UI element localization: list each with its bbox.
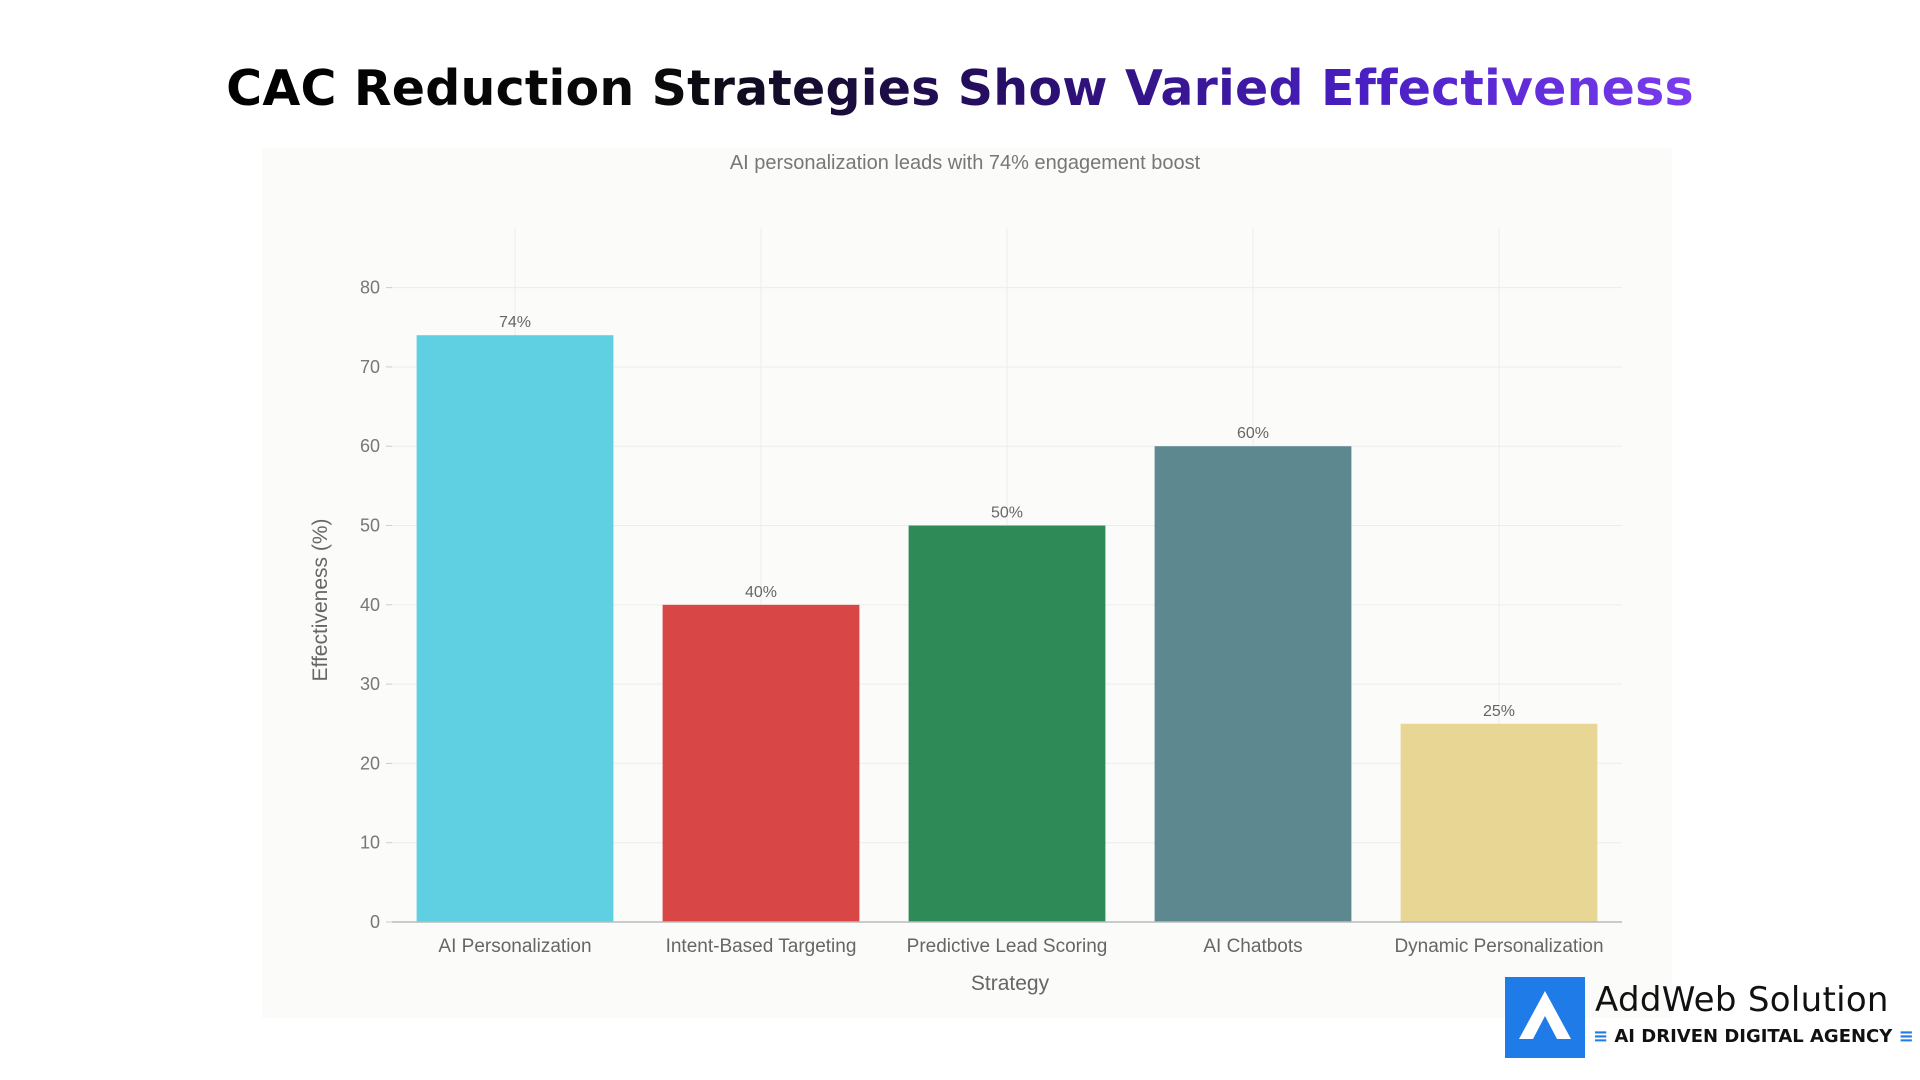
bar	[662, 604, 860, 922]
bar-value-label: 25%	[1483, 703, 1515, 720]
y-tick-label: 10	[360, 833, 380, 853]
bar	[908, 525, 1106, 922]
y-axis-title: Effectiveness (%)	[309, 518, 332, 681]
x-tick-label: Intent-Based Targeting	[666, 936, 857, 957]
headline-text: CAC Reduction Strategies Show Varied Eff…	[226, 60, 1694, 117]
x-tick-label: AI Personalization	[438, 936, 591, 957]
bar	[1154, 446, 1352, 922]
bar	[1400, 723, 1598, 922]
x-tick-label: AI Chatbots	[1203, 936, 1302, 957]
bar-value-label: 50%	[991, 505, 1023, 522]
y-tick-label: 70	[360, 357, 380, 377]
bar-chart: AI personalization leads with 74% engage…	[309, 152, 1622, 995]
y-tick-label: 0	[370, 912, 380, 932]
x-axis-title: Strategy	[971, 972, 1050, 995]
y-tick-label: 80	[360, 278, 380, 298]
headline: CAC Reduction Strategies Show Varied Eff…	[0, 60, 1920, 117]
y-tick-label: 60	[360, 436, 380, 456]
y-tick-label: 20	[360, 753, 380, 773]
y-tick-label: 50	[360, 516, 380, 536]
chart-panel: AI personalization leads with 74% engage…	[262, 148, 1672, 1018]
x-tick-label: Dynamic Personalization	[1394, 936, 1603, 957]
brand-tagline: ≡ AI DRIVEN DIGITAL AGENCY ≡	[1593, 1026, 1914, 1047]
chart-title: AI personalization leads with 74% engage…	[730, 152, 1201, 174]
bar-value-label: 40%	[745, 584, 777, 601]
bar-value-label: 60%	[1237, 425, 1269, 442]
brand-logo: AddWeb Solution ≡ AI DRIVEN DIGITAL AGEN…	[1505, 977, 1914, 1059]
bar	[416, 335, 614, 922]
y-tick-label: 30	[360, 674, 380, 694]
y-tick-label: 40	[360, 595, 380, 615]
brand-tagline-text: AI DRIVEN DIGITAL AGENCY	[1614, 1026, 1893, 1047]
addweb-logo-icon	[1505, 977, 1585, 1058]
bar-value-label: 74%	[499, 314, 531, 331]
speed-lines-right-icon: ≡	[1898, 1026, 1914, 1047]
brand-name: AddWeb Solution	[1595, 980, 1889, 1020]
x-tick-label: Predictive Lead Scoring	[907, 936, 1108, 957]
speed-lines-left-icon: ≡	[1593, 1026, 1609, 1047]
